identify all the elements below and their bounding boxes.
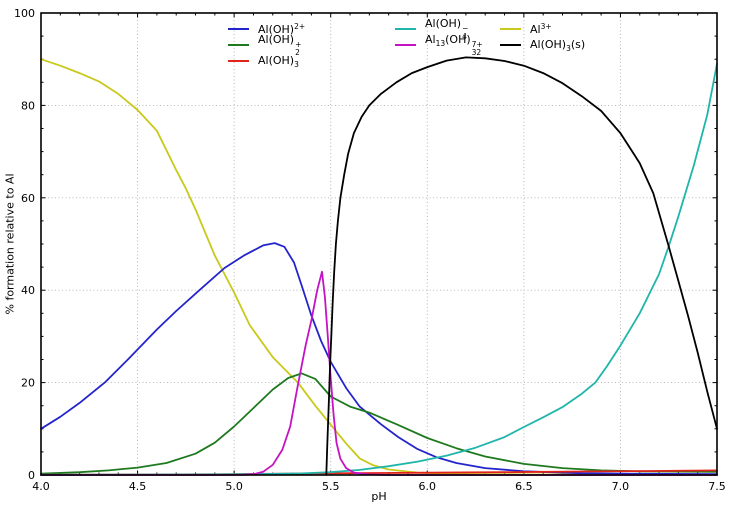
legend-label-aloh4-minus: Al(OH) −4 <box>425 17 469 41</box>
y-tick-label: 80 <box>21 99 35 112</box>
plot-frame <box>40 12 718 476</box>
legend-item-aloh3-solid: Al(OH)3(s) <box>500 37 585 53</box>
y-tick-label: 60 <box>21 192 35 205</box>
legend-item-aloh2-plus: Al(OH) +2 <box>228 33 395 56</box>
legend-swatch-aloh2-plus <box>228 43 249 47</box>
x-tick-label: 4.5 <box>129 480 147 493</box>
legend-label-al13-polymer: Al13(OH) 7+ 32 <box>425 33 483 57</box>
legend-label-aloh3-solid: Al(OH)3(s) <box>530 37 586 53</box>
subscript: 32 <box>471 47 482 57</box>
legend-swatch-al3-cation <box>500 27 521 31</box>
legend-item-aloh3-aq: Al(OH)3 <box>228 53 395 69</box>
y-tick-label: 0 <box>28 469 35 482</box>
legend-swatch-aloh3-solid <box>500 43 521 47</box>
legend-item-aloh4-minus: Al(OH) −4 <box>395 17 500 40</box>
legend-label-al3-cation: Al3+ <box>530 22 552 36</box>
curve-aloh3-solid <box>325 56 718 476</box>
curve-aloh4-minus <box>40 62 718 476</box>
legend-label-aloh3-aq: Al(OH)3 <box>258 53 299 69</box>
x-tick-label: 5.0 <box>225 480 243 493</box>
superscript: − <box>462 23 469 33</box>
legend-swatch-aloh4-minus <box>395 27 416 31</box>
x-tick-label: 5.5 <box>322 480 340 493</box>
y-tick-label: 100 <box>14 7 35 20</box>
legend-column: Al(OH) −4 Al13(OH) 7+ 32 <box>395 17 500 69</box>
x-axis-label: pH <box>371 490 387 503</box>
y-tick-label: 40 <box>21 284 35 297</box>
y-tick-label: 20 <box>21 377 35 390</box>
curve-aloh-2plus <box>40 242 718 475</box>
legend-swatch-aloh3-aq <box>228 59 249 63</box>
x-tick-label: 6.0 <box>419 480 437 493</box>
legend-column: Al(OH)2+ Al(OH) +2 Al(OH)3 <box>228 21 395 69</box>
legend-item-al13-polymer: Al13(OH) 7+ 32 <box>395 33 500 56</box>
y-axis-label: % formation relative to Al <box>3 173 17 315</box>
curve-aloh2-plus <box>40 372 718 475</box>
curve-al3-cation <box>40 58 718 476</box>
legend-item-al3-cation: Al3+ <box>500 21 585 37</box>
superscript: 7+ <box>471 39 483 49</box>
curve-al13-polymer <box>40 270 718 476</box>
x-tick-label: 4.0 <box>32 480 50 493</box>
subscript: 4 <box>462 31 467 41</box>
x-tick-label: 6.5 <box>515 480 533 493</box>
legend-item-aloh-2plus: Al(OH)2+ <box>228 21 395 37</box>
x-tick-label: 7.5 <box>708 480 726 493</box>
legend-label-aloh2-plus: Al(OH) +2 <box>258 33 302 57</box>
legend-swatch-al13-polymer <box>395 43 416 47</box>
legend-column: Al3+ Al(OH)3(s) <box>500 21 585 69</box>
subscript: 2 <box>295 47 300 57</box>
superscript: + <box>295 39 302 49</box>
legend: Al(OH)2+ Al(OH) +2 Al(OH)3 Al(OH) −4 Al13(OH) 7… <box>228 17 585 69</box>
x-tick-label: 7.0 <box>612 480 630 493</box>
legend-label-aloh-2plus: Al(OH)2+ <box>258 22 306 36</box>
legend-swatch-aloh-2plus <box>228 27 249 31</box>
